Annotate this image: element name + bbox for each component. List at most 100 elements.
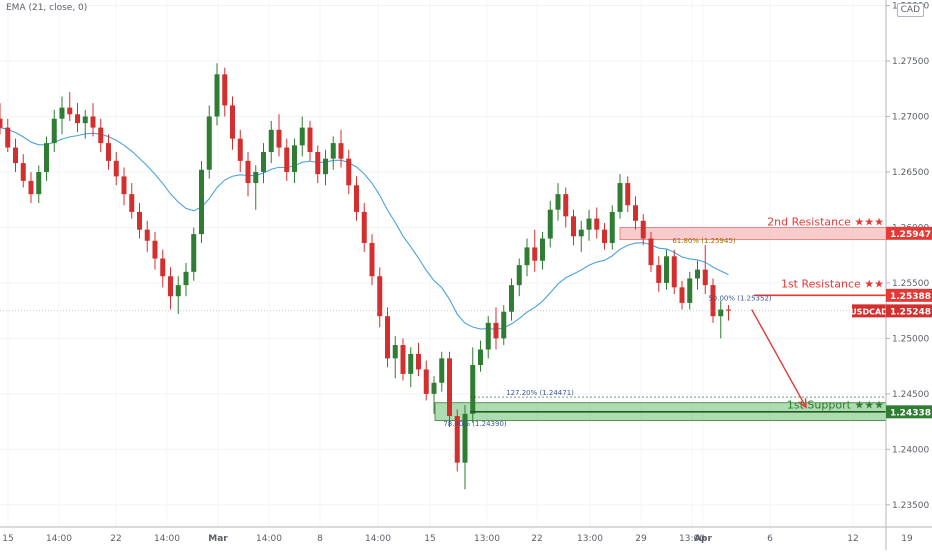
candle-body-up [609, 211, 615, 243]
candle-body-up [82, 116, 88, 124]
candle-body-down [75, 114, 80, 124]
candle-body-up [408, 353, 414, 374]
time-tick-label: 12 [847, 534, 858, 544]
grid-layer [0, 0, 908, 527]
candle-body-down [400, 345, 406, 374]
price-tick-label: 1.24000 [892, 445, 929, 455]
candle-body-down [237, 138, 243, 161]
candle-body-down [67, 107, 73, 115]
price-tag-label: 1.25388 [890, 292, 931, 302]
candle-body-up [183, 271, 189, 286]
time-tick-label: 29 [635, 534, 647, 544]
candle-body-down [90, 116, 96, 128]
candle-body-down [276, 129, 282, 148]
candle-body-down [106, 143, 111, 161]
symbol-tag-label: USDCAD [850, 307, 888, 316]
currency-badge[interactable]: CAD [896, 3, 924, 17]
candle-body-down [284, 147, 290, 172]
candle-body-up [175, 285, 181, 297]
time-tick-label: 14:00 [46, 534, 72, 544]
candle-body-down [594, 218, 600, 230]
time-tick-label: 14:00 [365, 534, 391, 544]
candle-body-down [710, 285, 716, 317]
candle-body-down [121, 176, 127, 195]
candle-body-down [98, 127, 104, 144]
time-tick-label: 8 [317, 534, 323, 544]
candle-body-down [144, 229, 150, 241]
candle-body-up [540, 238, 545, 261]
candle-body-down [385, 316, 390, 359]
candle-body-up [253, 171, 259, 184]
price-tick-label: 1.25000 [892, 334, 929, 344]
fib-label-res2: 61.80% (1.25945) [672, 237, 736, 245]
candle-body-down [28, 180, 34, 195]
price-tick-label: 1.23500 [892, 501, 929, 511]
candle-body-down [602, 229, 607, 243]
candle-body-up [206, 116, 212, 170]
candle-body-up [323, 158, 328, 175]
price-tag-label: 1.25947 [890, 230, 931, 240]
candle-body-up [524, 247, 530, 266]
candle-body-down [346, 158, 352, 186]
fib-label-support-a: 127.20% (1.24471) [506, 389, 574, 397]
price-tick-label: 1.24500 [892, 390, 929, 400]
projection-arrow-head [798, 398, 807, 409]
price-tag-box [886, 226, 932, 240]
candle-body-down [679, 287, 685, 303]
candle-body-up [617, 183, 623, 212]
candle-body-up [431, 382, 437, 394]
candle-body-down [571, 216, 576, 237]
time-tick-label: 6 [767, 534, 773, 544]
candle-body-down [20, 163, 26, 181]
annotations-layer: 61.80% (1.25945) 50.00% (1.25352) 127.20% … [0, 216, 888, 428]
candle-body-up [586, 218, 592, 230]
indicator-label[interactable]: EMA (21, close, 0) [6, 3, 88, 13]
candle-body-up [261, 151, 266, 172]
candle-body-up [439, 358, 445, 383]
candle-body-down [129, 194, 135, 212]
candle-body-up [299, 127, 305, 146]
candle-body-down [0, 118, 3, 128]
time-tick-label: 13:00 [474, 534, 500, 544]
price-tag-label: 1.24338 [890, 408, 931, 418]
candle-body-up [516, 265, 522, 286]
candle-body-down [454, 416, 460, 463]
candle-body-down [563, 194, 569, 217]
projection-arrow [751, 309, 807, 408]
candle-body-down [640, 220, 646, 239]
candle-body-up [330, 143, 336, 159]
candle-body-up [485, 322, 491, 350]
second-resistance-label: 2nd Resistance ★★★ [767, 216, 884, 229]
price-tick-label: 1.26500 [892, 168, 929, 178]
candle-body-up [478, 349, 483, 366]
candle-body-up [501, 311, 507, 339]
price-tick-label: 1.27500 [892, 57, 929, 67]
candle-body-down [113, 160, 119, 177]
candle-body-down [447, 358, 452, 417]
fib-label-support-b: 78.60% (1.24390) [443, 420, 507, 428]
candle-body-down [369, 242, 375, 277]
candle-body-up [547, 209, 553, 239]
candle-body-up [555, 194, 561, 210]
candle-body-down [13, 147, 18, 164]
time-tick-label: Mar [208, 534, 228, 544]
candle-body-up [191, 234, 197, 272]
candle-body-up [687, 278, 693, 303]
candle-body-down [361, 211, 367, 243]
candle-body-down [726, 309, 731, 311]
candle-body-up [199, 169, 204, 235]
time-tick-label: 14:00 [154, 534, 180, 544]
candle-body-down [671, 256, 677, 288]
price-tag-box [886, 405, 932, 419]
candle-body-up [214, 74, 220, 117]
price-tag-label: 1.25248 [890, 307, 931, 317]
candle-body-down [633, 205, 638, 221]
candle-body-down [625, 183, 631, 206]
symbol-tag-box [852, 304, 886, 318]
candle-body-up [695, 269, 700, 279]
candle-body-down [222, 74, 228, 106]
time-tick-label: 15 [424, 534, 435, 544]
